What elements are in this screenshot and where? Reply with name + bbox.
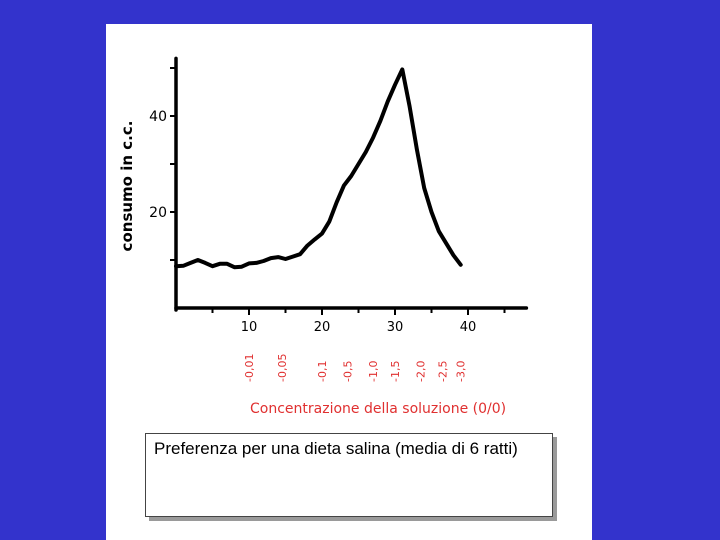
concentration-axis-label: Concentrazione della soluzione (0/0) (250, 401, 506, 417)
chart-series (174, 67, 463, 270)
concentration-annotations: -0,01 -0,05 -0,1 -0,5 -1,0 -1,5 -2,0 -2,5 -3,0 (243, 354, 468, 382)
concentration-tick-label: -0,05 (276, 354, 289, 382)
concentration-tick-label: -2,5 (436, 361, 449, 382)
concentration-tick-label: -1,0 (367, 361, 380, 382)
concentration-tick-label: -0,01 (243, 354, 256, 382)
concentration-tick-label: -0,1 (316, 361, 329, 382)
x-tick-label: 20 (314, 320, 331, 335)
caption-box: Preferenza per una dieta salina (media d… (145, 433, 553, 517)
x-tick-label: 40 (460, 320, 477, 335)
chart-axes (174, 56, 529, 312)
concentration-tick-label: -1,5 (389, 361, 402, 382)
concentration-tick-label: -0,5 (342, 361, 355, 382)
concentration-tick-label: -2,0 (415, 361, 428, 382)
x-tick-label: 30 (387, 320, 404, 335)
chart-ticks: 10 20 30 40 20 40 (149, 67, 506, 335)
y-tick-label: 40 (149, 109, 167, 125)
y-tick-label: 20 (149, 205, 167, 221)
y-axis-label: consumo in c.c. (118, 121, 136, 252)
consumption-line (174, 67, 463, 270)
x-tick-label: 10 (241, 320, 258, 335)
caption-text: Preferenza per una dieta salina (media d… (154, 439, 518, 458)
concentration-tick-label: -3,0 (455, 361, 468, 382)
